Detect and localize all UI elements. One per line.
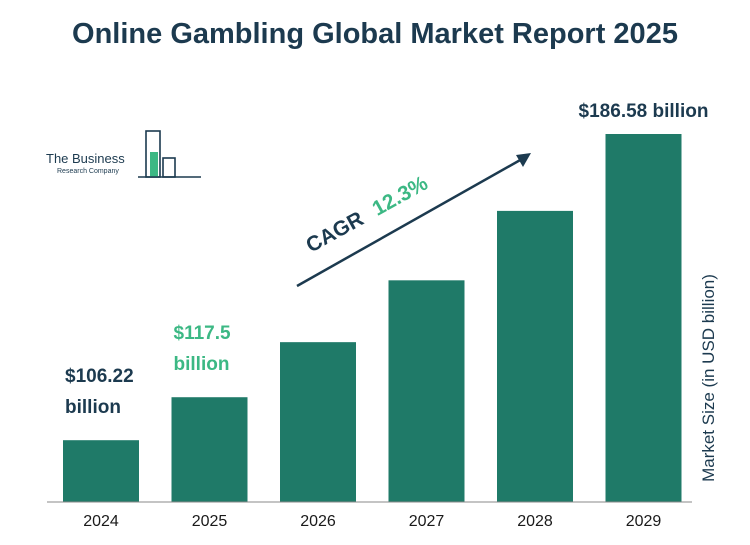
- bar-2025: [171, 397, 248, 502]
- x-tick-labels: 2024 2025 2026 2027 2028 2029: [83, 513, 661, 530]
- chart-title: Online Gambling Global Market Report 202…: [72, 18, 678, 50]
- bar-2026: [280, 342, 356, 502]
- bar-2029: [605, 134, 682, 502]
- value-labels: $106.22 billion $117.5 billion $186.58 billi…: [65, 101, 708, 418]
- x-tick-2029: 2029: [626, 513, 662, 530]
- y-axis-label: Market Size (in USD billion): [699, 274, 718, 482]
- bar-2028: [497, 210, 573, 503]
- value-label-2029: $186.58 billion: [579, 101, 709, 122]
- company-logo: The Business Research Company: [46, 130, 201, 178]
- x-tick-2027: 2027: [409, 513, 445, 530]
- bar-2027: [388, 280, 465, 502]
- cagr-annotation: CAGR 12.3%: [302, 172, 432, 258]
- x-tick-2026: 2026: [300, 513, 336, 530]
- value-label-unit-2025: billion: [174, 354, 230, 375]
- logo-bars-icon: [138, 130, 201, 178]
- cagr-value: 12.3%: [368, 172, 432, 221]
- bar-2024: [63, 440, 139, 502]
- value-label-2024: $106.22: [65, 366, 134, 387]
- value-label-2025: $117.5: [174, 323, 231, 344]
- logo-name-line1: The Business: [46, 151, 125, 166]
- cagr-arrow: [296, 153, 531, 288]
- bars: [63, 134, 682, 503]
- x-tick-2024: 2024: [83, 513, 119, 530]
- x-tick-2025: 2025: [192, 513, 228, 530]
- cagr-label: CAGR: [302, 207, 367, 257]
- logo-name-line2: Research Company: [57, 168, 119, 175]
- x-tick-2028: 2028: [517, 513, 553, 530]
- value-label-unit-2024: billion: [65, 397, 121, 418]
